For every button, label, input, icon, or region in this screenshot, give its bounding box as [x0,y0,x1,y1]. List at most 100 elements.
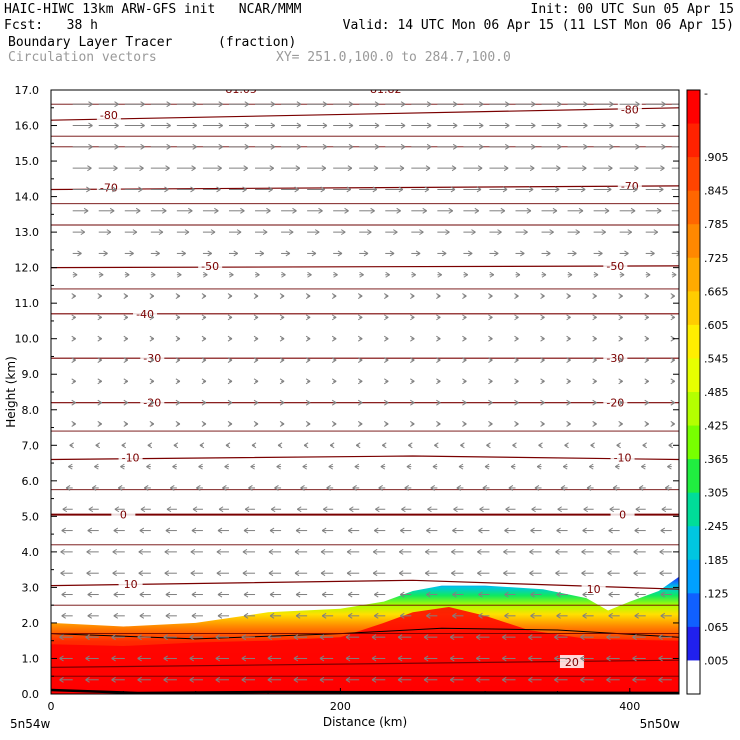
circulation-vector-head [227,378,233,385]
circulation-vector-head [500,207,506,214]
circulation-vector-head [462,421,467,427]
circulation-vector-head [566,357,571,363]
contour-label-bg [603,395,628,409]
circulation-vector-head [217,527,223,534]
circulation-vector-head [253,335,259,342]
circulation-vector-head [383,335,389,342]
colorbar-segment [687,324,700,359]
circulation-vector-head [436,293,441,299]
circulation-vector-head [357,335,363,342]
circulation-vector-head [328,463,334,470]
circulation-vector-head [97,421,103,427]
circulation-vector-head [117,485,123,491]
circulation-vector-head [80,229,86,236]
circulation-vector-head [296,143,302,150]
circulation-vector-head [635,143,640,150]
circulation-vector-head [618,293,623,299]
circulation-vector-head [503,548,508,555]
circulation-vector-head [279,314,285,321]
circulation-vector-head [91,485,97,491]
circulation-vector-head [505,506,510,513]
circulation-vector-head [279,357,285,363]
circulation-vector-head [295,612,301,619]
circulation-vector-head [60,570,65,577]
circulation-vector-head [244,143,250,150]
circulation-vector-head [279,378,285,385]
contour-label-bg [610,507,635,521]
circulation-vector-head [253,399,259,406]
circulation-vector-head [347,527,353,534]
circulation-vector-head [268,548,274,555]
circulation-vector-head [175,357,181,363]
circulation-vector-head [661,506,667,513]
circulation-vector-head [62,506,68,513]
circulation-vector-head [381,442,387,449]
circulation-vector-head [143,485,149,491]
circulation-vector-head [181,250,186,257]
circulation-vector-head [452,612,457,619]
circulation-vector-head [318,207,323,214]
circulation-vector-head [510,463,516,470]
circulation-vector-head [659,548,664,555]
circulation-vector-head [606,655,611,662]
circulation-vector-head [462,399,467,406]
circulation-vector-head [371,676,377,683]
circulation-vector-head [659,570,664,577]
circulation-vector-head [520,250,525,257]
circulation-vector-head [241,655,247,662]
circulation-vector-head [478,122,484,129]
circulation-vector-head [616,442,621,449]
circulation-vector-head [503,165,509,172]
circulation-vector-head [177,271,182,278]
circulation-vector-head [270,506,276,513]
circulation-vector-head [331,421,337,427]
circulation-vector-head [248,485,253,491]
circulation-vector-head [660,591,666,598]
circulation-vector-head [514,399,519,406]
circulation-vector-head [268,570,274,577]
circulation-vector-head [554,186,560,193]
circulation-vector-head [322,101,328,108]
colorbar-segment [687,626,700,661]
circulation-vector-head [488,421,493,427]
circulation-vector-head [462,293,467,299]
circulation-vector-head [269,612,275,619]
circulation-vector-head [383,421,389,427]
circulation-vector-head [112,186,117,193]
circulation-vector-head [164,570,170,577]
circulation-vector-head [94,463,99,470]
circulation-vector-head [670,314,676,321]
circulation-vector-head [71,293,76,299]
circulation-vector-head [555,548,560,555]
temperature-contour-label: 0 [619,509,626,522]
circulation-vector-head [149,293,155,299]
circulation-vector-head [508,485,514,491]
circulation-vector-head [503,570,508,577]
circulation-vector-head [644,335,649,342]
circulation-vector-head [528,676,533,683]
circulation-vector-head [531,101,536,108]
circulation-vector-head [554,634,559,641]
circulation-vector-head [566,378,571,385]
circulation-vector-head [400,143,406,150]
x-tick-label: 200 [330,700,351,713]
circulation-vector-head [426,591,431,598]
circulation-vector-head [426,527,431,534]
colorbar-segment [687,559,700,594]
circulation-vector-head [165,591,171,598]
temperature-contour-label: -70 [621,180,639,193]
circulation-vector-head [514,335,519,342]
circulation-vector-head [592,399,597,406]
circulation-vector-head [504,143,510,150]
circulation-vector-head [114,506,120,513]
axes: 0.0 1.0 2.0 3.0 4.0 5.0 6.0 7.0 8.0 9.0 10.0 11.0 12… [4,84,680,731]
circulation-vector-head [445,229,450,236]
circulation-vector-head [323,506,328,513]
circulation-vector-head [593,271,599,278]
circulation-vector-head [488,335,493,342]
circulation-vector-head [321,165,327,172]
circulation-vector-head [146,463,151,470]
circulation-vector-head [670,357,676,363]
circulation-vector-head [424,570,430,577]
